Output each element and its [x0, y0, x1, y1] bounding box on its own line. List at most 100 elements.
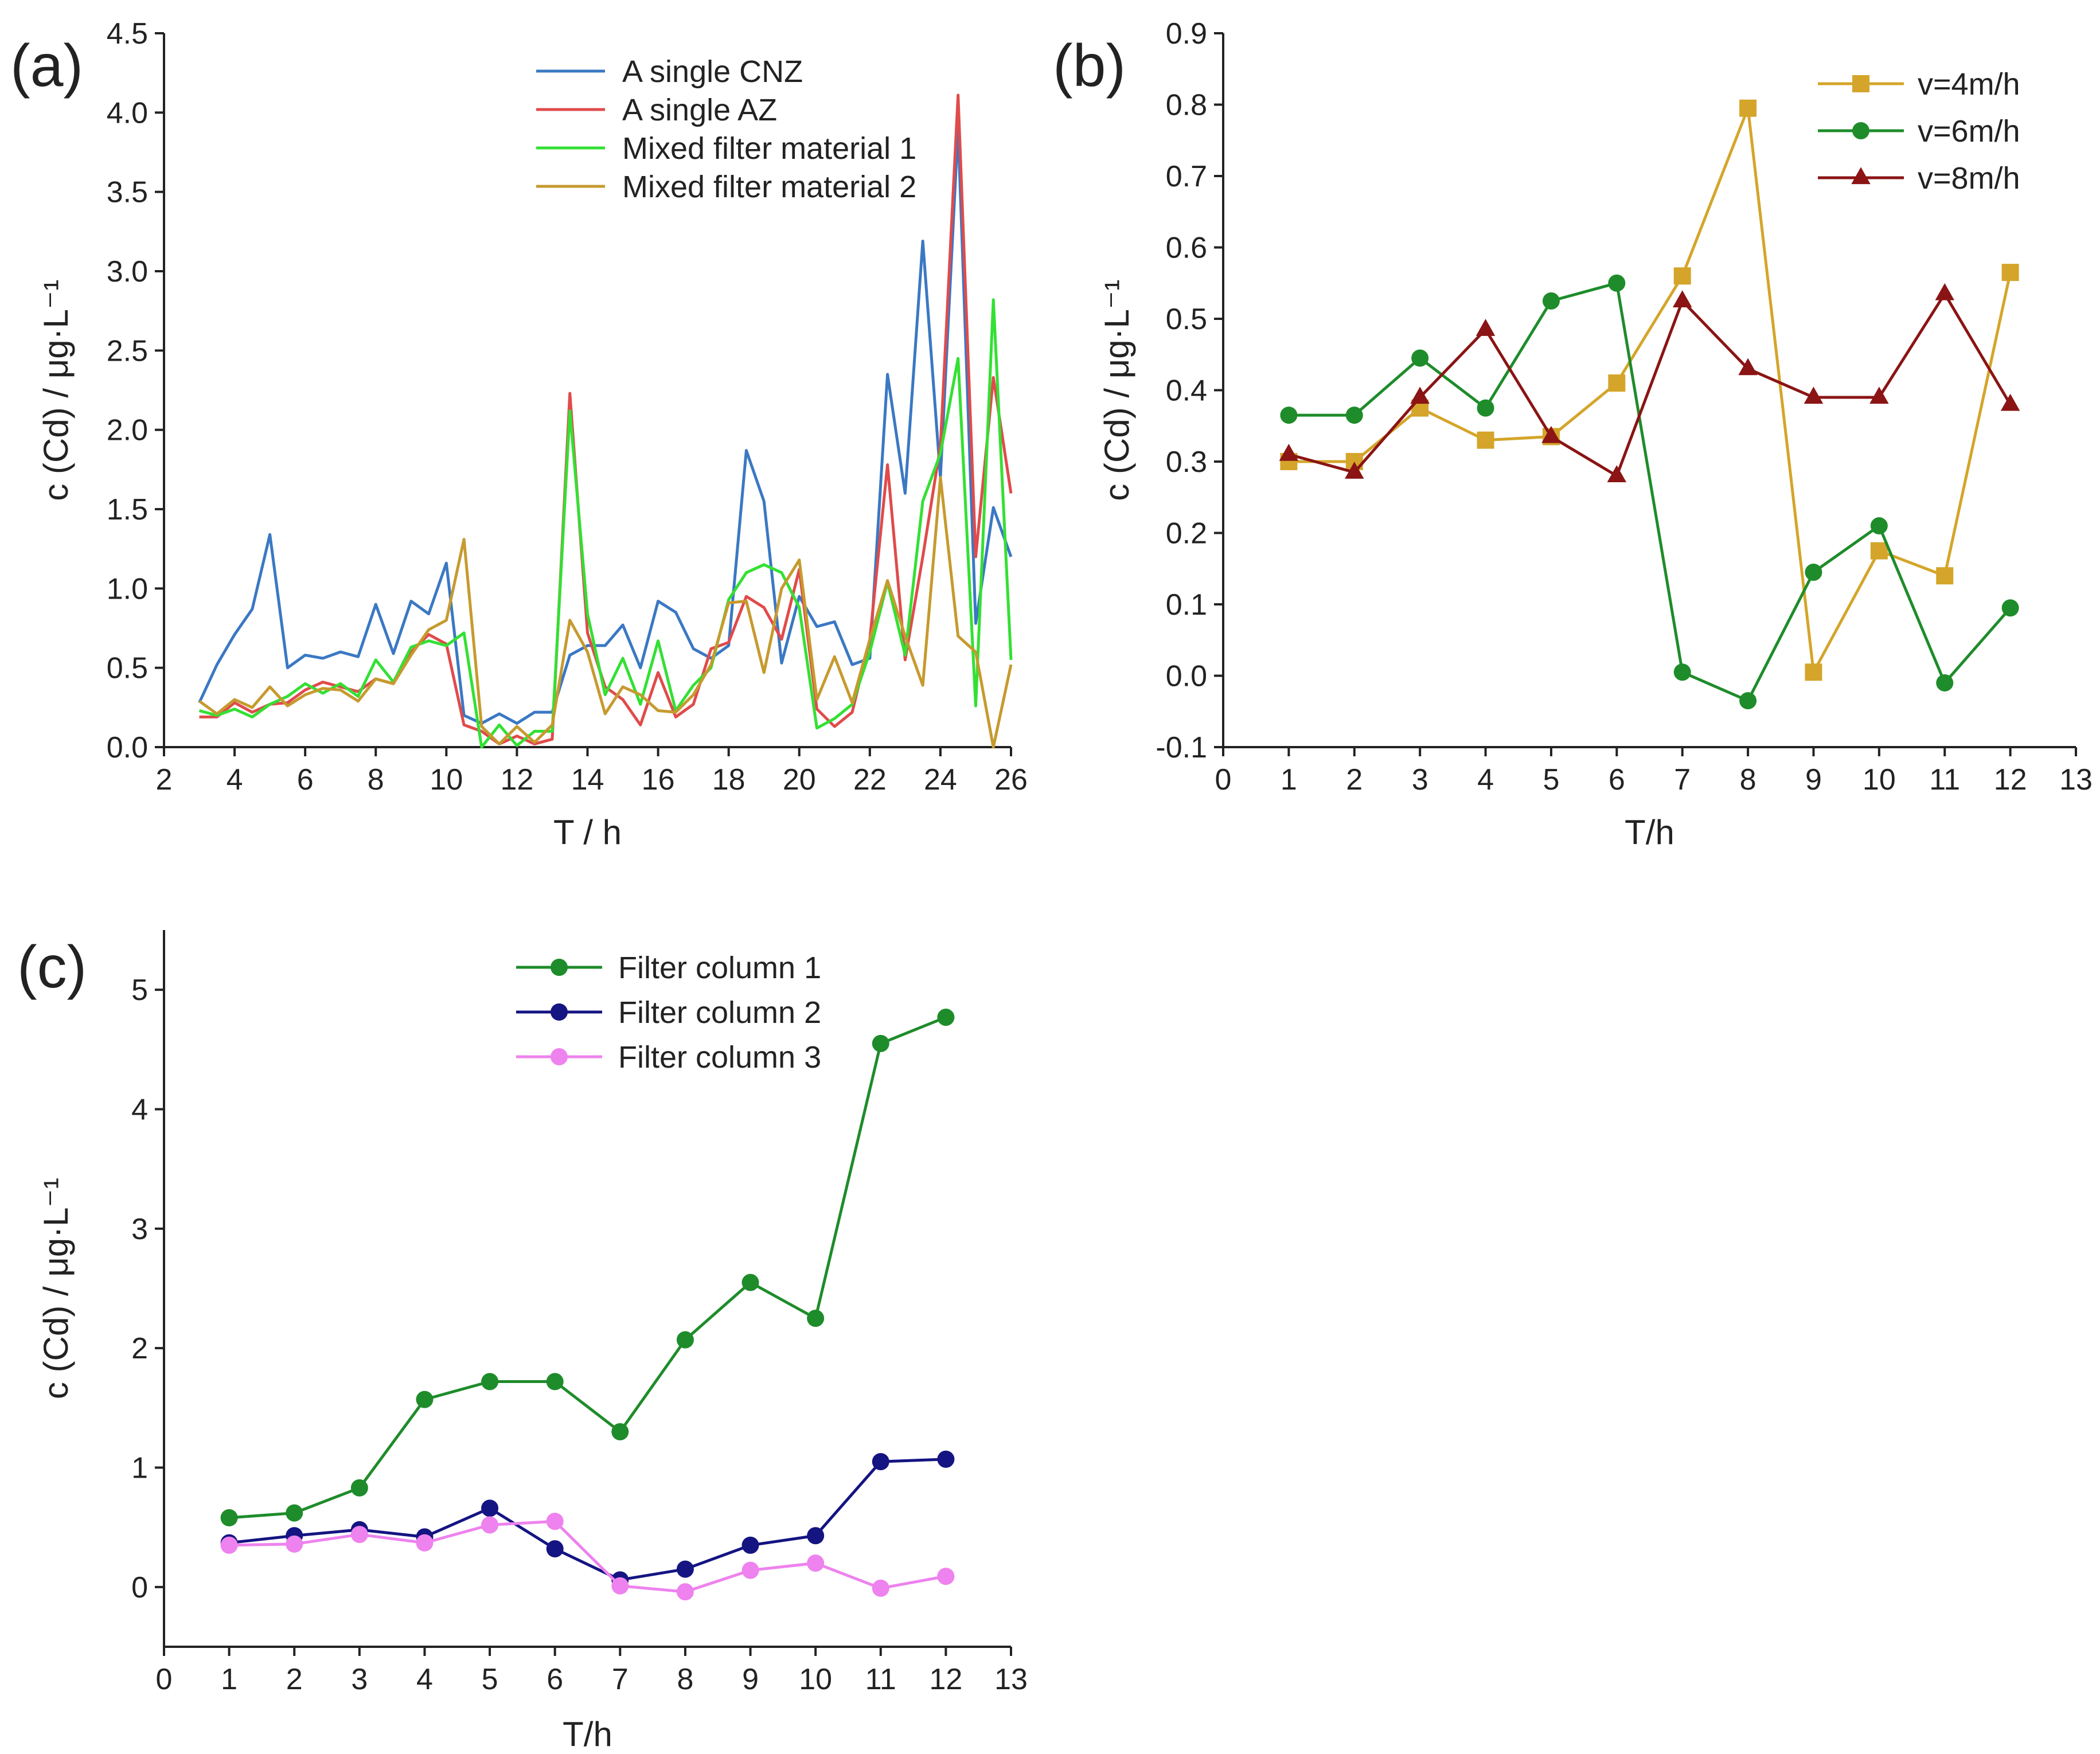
legend-label: A single AZ: [622, 93, 777, 127]
x-tick-label: 10: [430, 763, 463, 796]
y-tick-label: 3.5: [107, 176, 148, 209]
y-tick-label: 5: [131, 974, 148, 1007]
x-tick-label: 8: [368, 763, 384, 796]
y-tick-label: 2: [131, 1332, 148, 1365]
data-point: [1608, 274, 1626, 292]
series-line: [198, 127, 1013, 725]
data-point: [416, 1390, 434, 1408]
data-point: [1936, 674, 1954, 692]
data-point: [937, 1450, 955, 1468]
x-tick-label: 20: [783, 763, 816, 796]
data-point: [872, 1453, 889, 1471]
y-tick-label: 3.0: [107, 255, 148, 288]
data-point: [350, 1526, 368, 1544]
y-axis-title: c (Cd) / μg·L⁻¹: [37, 1178, 75, 1399]
series-1: [198, 127, 1013, 725]
data-point: [676, 1560, 694, 1578]
y-tick-label: 4.5: [107, 17, 148, 50]
x-tick-label: 2: [156, 763, 173, 796]
x-tick-label: 2: [286, 1663, 303, 1696]
x-tick-label: 0: [156, 1663, 173, 1696]
x-axis-title: T / h: [553, 813, 622, 851]
data-point: [1870, 517, 1888, 535]
data-point: [546, 1540, 564, 1558]
y-tick-label: 0.0: [107, 731, 148, 764]
x-tick-label: 26: [994, 763, 1028, 796]
data-point: [1673, 267, 1691, 285]
y-tick-label: 0.1: [1166, 588, 1207, 622]
data-point: [611, 1423, 629, 1440]
chart-panel-b: 0 1 2 3 4 5 6 7 8 9 10 11 12 13-0.10.00.10.20.30.40.5…: [1053, 17, 2093, 851]
data-point: [2001, 264, 2019, 282]
series-line: [198, 476, 1013, 749]
legend-marker: [1852, 75, 1869, 92]
data-point: [1607, 465, 1627, 483]
data-point: [286, 1504, 303, 1522]
data-point: [2000, 393, 2020, 411]
y-tick-label: 0.4: [1166, 374, 1207, 408]
x-tick-label: 3: [1412, 763, 1428, 796]
data-point: [350, 1479, 368, 1497]
x-tick-label: 8: [677, 1663, 693, 1696]
series-3: [220, 1513, 955, 1601]
y-tick-label: -0.1: [1156, 731, 1207, 764]
x-tick-label: 12: [500, 763, 533, 796]
panel-label: (c): [17, 934, 87, 1001]
x-tick-label: 12: [1994, 763, 2027, 796]
legend-label: Mixed filter material 1: [622, 131, 916, 166]
data-point: [1608, 374, 1626, 392]
y-tick-label: 0.5: [1166, 303, 1207, 336]
y-tick-label: 4.0: [107, 96, 148, 130]
legend-marker: [551, 959, 568, 976]
y-tick-label: 0: [131, 1571, 148, 1604]
data-point: [741, 1536, 759, 1554]
legend-marker: [551, 1003, 568, 1021]
series-2: [1280, 274, 2019, 710]
x-tick-label: 9: [742, 1663, 759, 1696]
legend-label: Filter column 1: [618, 951, 821, 985]
y-axis-title: c (Cd) / μg·L⁻¹: [37, 279, 75, 501]
y-tick-label: 1.0: [107, 572, 148, 605]
x-tick-label: 5: [1543, 763, 1559, 796]
y-tick-label: 2.5: [107, 334, 148, 368]
y-tick-label: 0.8: [1166, 89, 1207, 122]
legend-label: Filter column 3: [618, 1040, 821, 1075]
x-tick-label: 3: [351, 1663, 368, 1696]
data-point: [220, 1536, 238, 1554]
legend-marker: [1851, 167, 1871, 185]
legend-label: v=6m/h: [1918, 114, 2020, 149]
x-axis-title: T/h: [1625, 813, 1674, 851]
data-point: [741, 1561, 759, 1579]
data-point: [1738, 358, 1758, 376]
data-point: [937, 1009, 955, 1026]
data-point: [1805, 563, 1822, 581]
data-point: [937, 1568, 955, 1585]
x-tick-label: 10: [799, 1663, 832, 1696]
x-tick-label: 5: [482, 1663, 498, 1696]
data-point: [676, 1583, 694, 1601]
data-point: [807, 1310, 825, 1327]
x-tick-label: 10: [1863, 763, 1896, 796]
data-point: [546, 1513, 564, 1530]
data-point: [546, 1373, 564, 1390]
legend-label: Filter column 2: [618, 995, 821, 1030]
series-line: [1289, 282, 2012, 702]
y-tick-label: 0.3: [1166, 446, 1207, 479]
legend: A single CNZ A single AZ Mixed filter mate…: [536, 54, 916, 204]
series-line: [229, 1458, 946, 1581]
x-tick-label: 1: [1281, 763, 1297, 796]
x-tick-label: 13: [2059, 763, 2093, 796]
x-tick-label: 4: [227, 763, 243, 796]
x-tick-label: 6: [1609, 763, 1625, 796]
x-tick-label: 24: [924, 763, 957, 796]
y-tick-label: 1.5: [107, 493, 148, 526]
x-tick-label: 2: [1346, 763, 1363, 796]
x-tick-label: 12: [929, 1663, 962, 1696]
data-point: [481, 1516, 499, 1534]
data-point: [1672, 290, 1692, 308]
x-tick-label: 8: [1740, 763, 1756, 796]
legend: v=4m/h v=6m/h v=8m/h: [1818, 67, 2020, 196]
series-line: [229, 1015, 947, 1519]
